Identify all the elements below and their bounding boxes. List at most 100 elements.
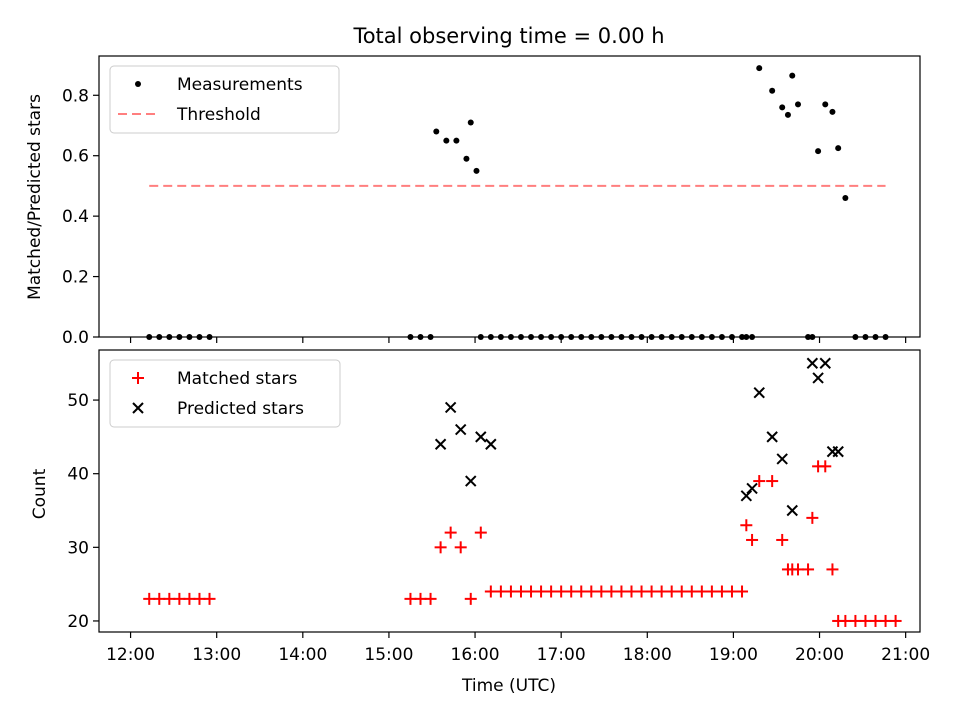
matched-star-point bbox=[163, 592, 176, 605]
measurement-point bbox=[842, 195, 849, 202]
x-tick-label: 19:00 bbox=[709, 645, 758, 665]
measurement-point bbox=[805, 334, 812, 340]
x-stroke-2 bbox=[753, 386, 765, 399]
bottom-series-0 bbox=[143, 460, 902, 627]
matched-star-point bbox=[715, 585, 728, 598]
x-stroke-2 bbox=[776, 453, 788, 465]
top-legend: Measurements Threshold bbox=[109, 65, 340, 134]
legend-label: Predicted stars bbox=[177, 399, 304, 419]
measurement-point bbox=[186, 334, 193, 340]
matched-star-point bbox=[484, 585, 497, 598]
matched-star-point bbox=[695, 585, 708, 598]
matched-star-point bbox=[740, 519, 753, 532]
matched-star-point bbox=[791, 563, 804, 576]
predicted-star-point bbox=[444, 401, 457, 414]
predicted-star-point bbox=[786, 504, 798, 517]
measurement-point bbox=[872, 334, 879, 340]
matched-star-point bbox=[474, 526, 487, 539]
measurement-point bbox=[156, 334, 163, 340]
x-tick-label: 13:00 bbox=[192, 645, 241, 665]
matched-star-point bbox=[889, 614, 902, 627]
x-stroke-2 bbox=[746, 482, 758, 495]
measurement-point bbox=[728, 334, 735, 340]
matched-star-point bbox=[802, 563, 815, 576]
matched-star-point bbox=[685, 585, 698, 598]
x-axis-label: Time (UTC) bbox=[461, 676, 556, 696]
bottom-y-tick-label: 20 bbox=[67, 612, 89, 632]
measurement-point bbox=[548, 334, 555, 340]
measurement-point bbox=[578, 334, 585, 340]
measurement-point bbox=[882, 334, 889, 340]
measurement-point bbox=[608, 334, 615, 340]
matched-star-point bbox=[615, 585, 628, 598]
matched-star-point bbox=[839, 614, 852, 627]
matched-star-point bbox=[444, 526, 457, 539]
measurement-point bbox=[477, 334, 484, 340]
x-stroke-2 bbox=[806, 357, 819, 369]
bottom-y-tick-label: 30 bbox=[67, 538, 89, 558]
matched-star-point bbox=[575, 585, 588, 598]
measurement-point bbox=[618, 334, 625, 340]
measurement-point bbox=[568, 334, 575, 340]
matched-star-point bbox=[555, 585, 568, 598]
measurement-point bbox=[769, 87, 776, 94]
measurement-point bbox=[538, 334, 545, 340]
x-stroke-2 bbox=[475, 431, 487, 443]
predicted-star-point bbox=[832, 445, 844, 458]
x-stroke-2 bbox=[786, 504, 798, 517]
measurement-point bbox=[417, 334, 424, 340]
matched-star-point bbox=[746, 533, 759, 546]
predicted-star-point bbox=[485, 438, 497, 450]
measurement-point bbox=[756, 65, 763, 72]
measurement-point bbox=[146, 334, 153, 340]
measurement-point bbox=[648, 334, 655, 340]
measurement-point bbox=[638, 334, 645, 340]
predicted-star-point bbox=[454, 423, 467, 436]
matched-star-point bbox=[781, 563, 794, 576]
measurement-point bbox=[708, 334, 715, 340]
matched-star-point bbox=[819, 460, 832, 473]
matched-star-point bbox=[494, 585, 507, 598]
x-tick-label: 16:00 bbox=[451, 645, 500, 665]
bottom-legend: Matched stars Predicted stars bbox=[109, 359, 341, 428]
measurement-point bbox=[443, 137, 450, 144]
measurement-point bbox=[668, 334, 675, 340]
matched-star-point bbox=[655, 585, 668, 598]
legend-label: Threshold bbox=[176, 105, 261, 125]
measurement-point bbox=[678, 334, 685, 340]
matched-star-point bbox=[454, 541, 467, 554]
measurement-point bbox=[487, 334, 494, 340]
measurement-point bbox=[658, 334, 665, 340]
matched-star-point bbox=[404, 592, 417, 605]
matched-star-point bbox=[464, 592, 477, 605]
matched-star-point bbox=[153, 592, 166, 605]
bottom-legend-box bbox=[109, 359, 341, 428]
measurement-point bbox=[784, 111, 791, 118]
measurement-point bbox=[739, 334, 746, 340]
x-tick-label: 17:00 bbox=[537, 645, 586, 665]
predicted-star-point bbox=[434, 438, 447, 450]
measurement-point bbox=[463, 155, 470, 162]
bottom-y-axis-label: Count bbox=[30, 468, 50, 519]
measurement-point bbox=[497, 334, 504, 340]
measurement-point bbox=[749, 334, 756, 340]
measurement-point bbox=[688, 334, 695, 340]
x-stroke-2 bbox=[132, 402, 144, 414]
matched-star-point bbox=[183, 592, 196, 605]
measurement-point bbox=[453, 137, 460, 144]
legend-matched-swatch bbox=[132, 372, 144, 384]
matched-star-point bbox=[776, 533, 789, 546]
matched-star-point bbox=[675, 585, 688, 598]
legend-label: Measurements bbox=[177, 75, 303, 95]
measurement-point bbox=[166, 334, 173, 340]
measurement-point bbox=[628, 334, 635, 340]
matched-star-point bbox=[193, 592, 206, 605]
bottom-y-tick-label: 40 bbox=[67, 465, 89, 485]
x-stroke-2 bbox=[465, 475, 477, 487]
measurement-point bbox=[829, 108, 836, 115]
matched-star-point bbox=[725, 585, 738, 598]
x-tick-label: 18:00 bbox=[623, 645, 672, 665]
matched-star-point bbox=[806, 511, 819, 524]
measurement-point bbox=[809, 334, 816, 340]
top-y-axis-label: Matched/Predicted stars bbox=[25, 94, 45, 300]
